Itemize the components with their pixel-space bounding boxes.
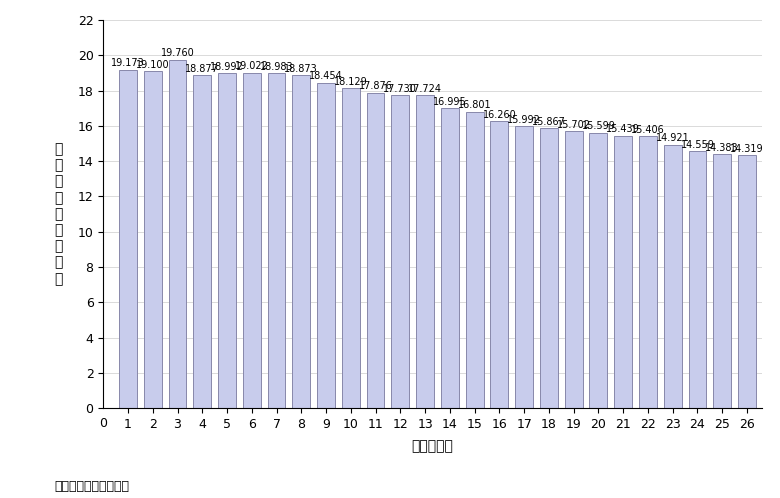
Bar	[193, 75, 211, 408]
Bar	[516, 126, 533, 408]
Bar	[392, 95, 410, 408]
Bar	[243, 73, 261, 408]
Text: 18.129: 18.129	[334, 77, 367, 87]
Bar	[491, 121, 509, 408]
Text: 18.454: 18.454	[309, 71, 343, 81]
Bar	[417, 96, 434, 408]
Text: 16.260: 16.260	[483, 110, 516, 120]
Text: 15.992: 15.992	[507, 115, 541, 124]
Bar	[590, 133, 608, 408]
Text: 19.760: 19.760	[161, 48, 194, 58]
Text: 16.801: 16.801	[458, 100, 491, 110]
Bar	[144, 71, 161, 408]
Bar	[738, 155, 756, 408]
Text: 17.876: 17.876	[359, 81, 392, 91]
Bar	[664, 145, 682, 408]
Bar	[466, 112, 484, 408]
Bar	[565, 131, 583, 408]
Bar	[689, 151, 707, 408]
Bar	[168, 60, 186, 408]
Text: 14.559: 14.559	[680, 140, 714, 150]
Text: 16.995: 16.995	[433, 97, 466, 107]
Bar	[441, 108, 459, 408]
Text: 14.383: 14.383	[705, 143, 739, 153]
Text: 15.406: 15.406	[631, 125, 665, 135]
Bar	[540, 128, 558, 408]
Bar	[713, 154, 731, 408]
Text: 14.921: 14.921	[656, 133, 690, 143]
Bar	[268, 73, 285, 408]
Text: 18.983: 18.983	[260, 62, 293, 72]
Text: 19.100: 19.100	[136, 60, 169, 70]
Text: 18.877: 18.877	[186, 64, 219, 74]
Text: 14.319: 14.319	[730, 144, 764, 154]
Text: 18.873: 18.873	[285, 64, 318, 74]
Bar	[317, 83, 335, 408]
Text: 19.022: 19.022	[235, 61, 269, 71]
Text: 18.992: 18.992	[210, 62, 244, 72]
Y-axis label: 水
防
団
員
数
（
千
人
）: 水 防 団 員 数 （ 千 人 ）	[54, 142, 62, 286]
Text: 15.702: 15.702	[557, 120, 590, 129]
Bar	[615, 136, 632, 408]
Text: 0: 0	[99, 417, 107, 430]
Text: 19.173: 19.173	[111, 58, 145, 68]
Text: 17.724: 17.724	[408, 84, 442, 94]
Bar	[218, 73, 236, 408]
Text: 15.439: 15.439	[606, 124, 640, 134]
Bar	[119, 70, 137, 408]
Text: 15.867: 15.867	[532, 117, 566, 127]
X-axis label: 年（平成）: 年（平成）	[412, 439, 453, 453]
Text: 15.599: 15.599	[581, 122, 615, 131]
Text: 出典：国土交通省資料: 出典：国土交通省資料	[55, 480, 129, 493]
Text: 17.730: 17.730	[384, 84, 417, 94]
Bar	[367, 93, 385, 408]
Bar	[342, 88, 360, 408]
Bar	[292, 75, 310, 408]
Bar	[639, 136, 657, 408]
